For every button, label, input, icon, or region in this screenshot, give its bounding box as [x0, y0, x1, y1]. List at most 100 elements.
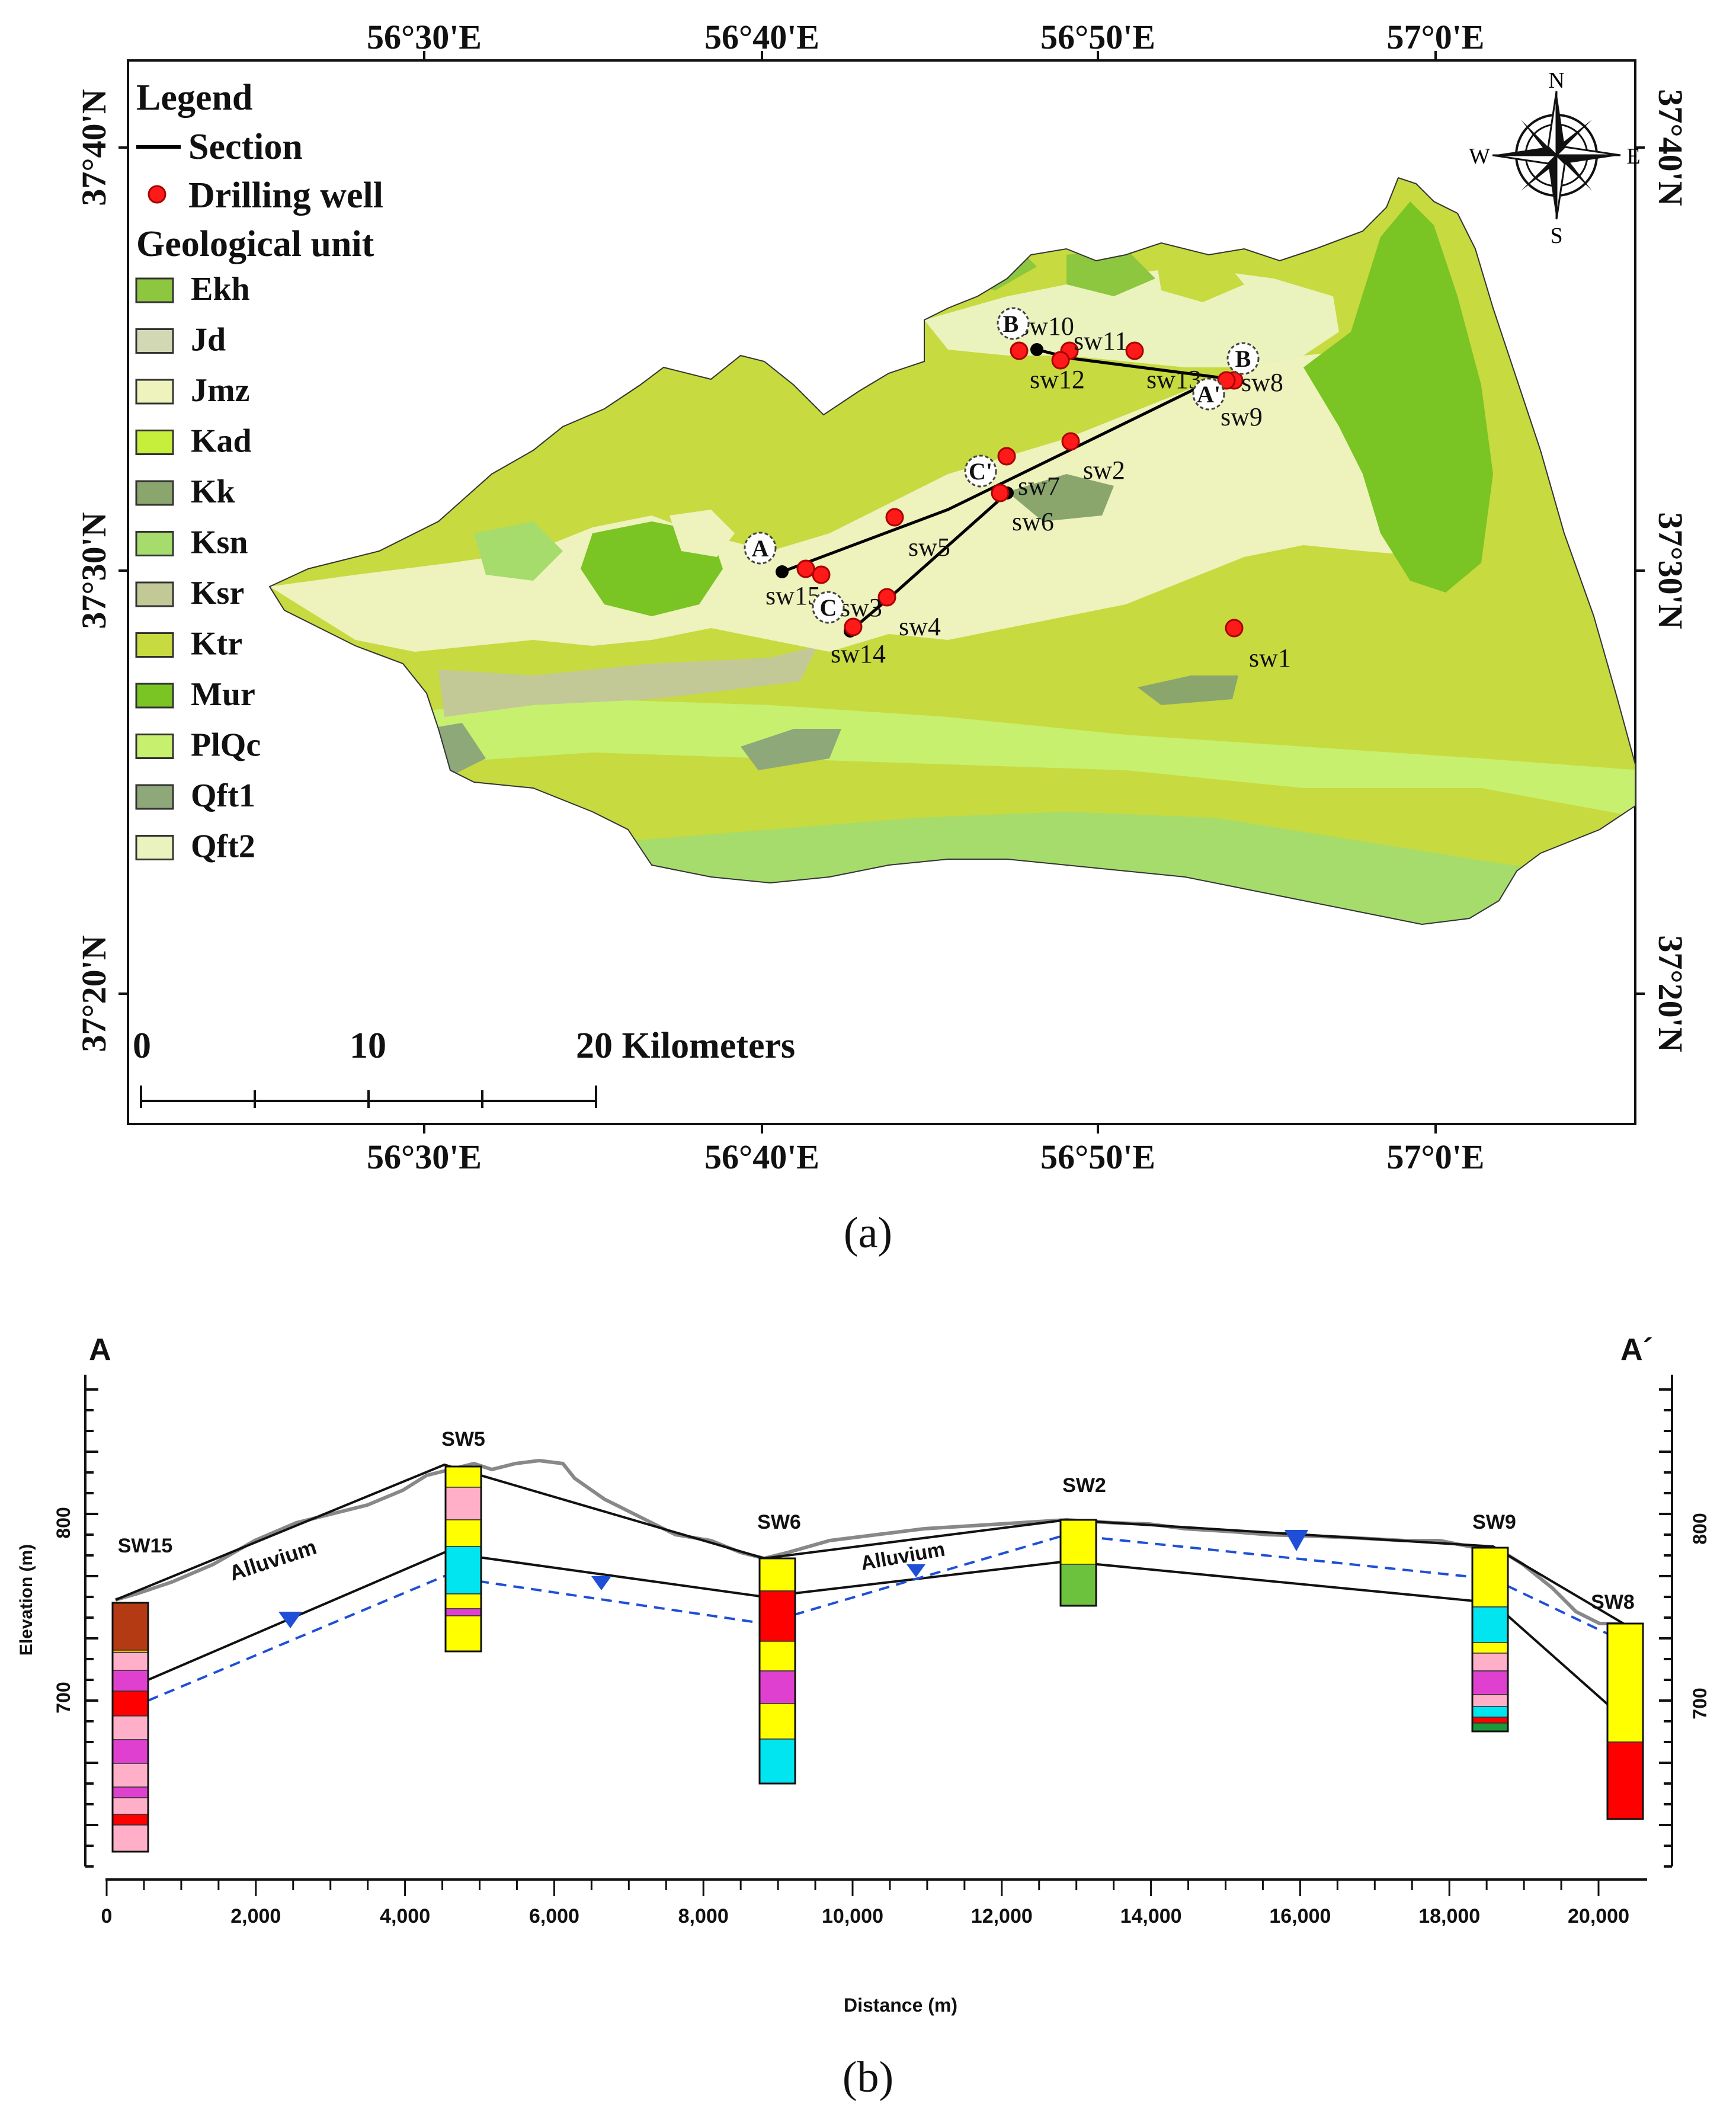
left-tick-label: 700 — [53, 1682, 74, 1713]
well-name-label: SW15 — [118, 1535, 173, 1557]
lithology-layer — [1472, 1717, 1508, 1724]
well-marker-sw10 — [1010, 341, 1029, 360]
bottom-lon-label: 56°40'E — [704, 1138, 819, 1176]
lithology-layer — [112, 1670, 149, 1692]
lithology-layer — [1607, 1741, 1644, 1820]
lithology-layer — [1607, 1623, 1644, 1743]
water-level-icon — [907, 1564, 925, 1577]
caption-a: (a) — [844, 1209, 892, 1257]
well-column — [758, 1557, 796, 1785]
water-level-icon — [591, 1576, 611, 1590]
legend-swatch-ksr — [135, 581, 174, 607]
section-left-label: A — [89, 1333, 111, 1367]
top-lon-label: 56°50'E — [1040, 18, 1155, 56]
legend-unit-label: Kad — [191, 423, 252, 460]
lithology-layer — [112, 1602, 149, 1651]
x-tick-label: 16,000 — [1269, 1905, 1331, 1928]
x-tick-label: 6,000 — [529, 1905, 579, 1928]
x-tick-label: 2,000 — [230, 1905, 281, 1928]
lithology-layer — [1060, 1564, 1097, 1606]
well-name-label: SW6 — [757, 1511, 801, 1533]
right-tick-label: 700 — [1689, 1688, 1711, 1719]
well-label: sw6 — [1012, 507, 1054, 536]
section-node — [1030, 343, 1043, 356]
well-column — [444, 1465, 482, 1653]
lithology-layer — [759, 1670, 796, 1704]
lithology-layer — [1060, 1519, 1097, 1565]
well-marker-sw1 — [1225, 619, 1244, 638]
section-right-label: A´ — [1620, 1333, 1653, 1367]
lithology-layer — [759, 1738, 796, 1784]
lithology-layer — [759, 1641, 796, 1672]
well-marker-sw5 — [885, 508, 904, 527]
lithology-layer — [1472, 1670, 1508, 1695]
legend-swatch-jd — [135, 328, 174, 354]
x-axis-label: Distance (m) — [844, 1994, 957, 2016]
section-point-label: C' — [969, 458, 992, 485]
legend-section-label: Section — [188, 127, 303, 167]
lithology-layer — [759, 1703, 796, 1740]
top-lon-label: 56°30'E — [367, 18, 482, 56]
right-lat-label: 37°20'N — [1651, 935, 1690, 1052]
section-panel: A A´ 800 700 Elevation (m) 800 700 0 2,00… — [17, 1333, 1711, 2102]
alluvium-base-line — [148, 1551, 1625, 1720]
lithology-layer — [445, 1615, 482, 1652]
compass-e: E — [1626, 144, 1640, 169]
bottom-lon-label: 56°50'E — [1040, 1138, 1155, 1176]
right-lat-label: 37°30'N — [1651, 512, 1690, 629]
legend-swatch-ksn — [135, 531, 174, 556]
basin-outline — [268, 177, 1636, 926]
well-marker-sw14 — [844, 617, 863, 636]
well-label: sw3 — [840, 593, 882, 622]
scale-label: 10 — [350, 1026, 386, 1066]
left-lat-label: 37°20'N — [75, 935, 113, 1052]
well-marker-sw15 — [796, 559, 815, 578]
well-name-label: SW5 — [441, 1428, 485, 1451]
lithology-layer — [445, 1466, 482, 1488]
lithology-layer — [112, 1763, 149, 1788]
legend-swatch-kk — [135, 480, 174, 506]
x-tick-label: 14,000 — [1120, 1905, 1182, 1928]
well-marker-sw2 — [1061, 432, 1080, 451]
top-lon-label: 56°40'E — [704, 18, 819, 56]
scale-label: 0 — [133, 1026, 151, 1066]
well-label: sw14 — [831, 639, 886, 668]
wells — [796, 341, 1244, 638]
lithology-layer — [1472, 1547, 1508, 1608]
x-tick-label: 0 — [101, 1905, 113, 1928]
well-label: sw12 — [1030, 365, 1085, 394]
y-axis-label: Elevation (m) — [17, 1544, 36, 1656]
water-table-markers — [278, 1530, 1308, 1628]
legend-swatch-plqc — [135, 734, 174, 759]
x-tick-label: 12,000 — [971, 1905, 1033, 1928]
legend-unit-label: PlQc — [191, 727, 261, 764]
x-tick-label: 18,000 — [1418, 1905, 1480, 1928]
section-point-label: B — [1003, 310, 1019, 337]
top-lon-ticks — [118, 51, 1645, 1134]
legend-unit-label: Ksn — [191, 524, 248, 561]
section-point-label: B — [1235, 345, 1251, 372]
x-tick-label: 20,000 — [1568, 1905, 1629, 1928]
lithology-layer — [112, 1824, 149, 1852]
water-level-icon — [1285, 1530, 1308, 1551]
lithology-layer — [112, 1814, 149, 1826]
legend-unit-label: Kk — [191, 473, 236, 510]
legend-title: Legend — [136, 78, 252, 118]
compass-n: N — [1548, 68, 1564, 93]
well-marker-sw9 — [1217, 371, 1236, 390]
section-point-circle — [1226, 342, 1260, 375]
legend-swatch-mur — [135, 683, 174, 709]
legend-swatch-ktr — [135, 632, 174, 658]
bottom-lon-label: 57°0'E — [1387, 1138, 1485, 1176]
right-lat-label: 37°40'N — [1651, 89, 1690, 206]
lithology-layer — [1472, 1722, 1508, 1732]
lithology-layer — [112, 1690, 149, 1717]
well-name-label: SW2 — [1062, 1474, 1106, 1497]
legend-well-icon — [148, 185, 166, 204]
section-point-circle — [744, 531, 777, 565]
legend-swatch-jmz — [135, 379, 174, 405]
left-lat-label: 37°40'N — [75, 89, 113, 206]
section-point-circle — [812, 591, 845, 624]
caption-b: (b) — [843, 2053, 893, 2102]
